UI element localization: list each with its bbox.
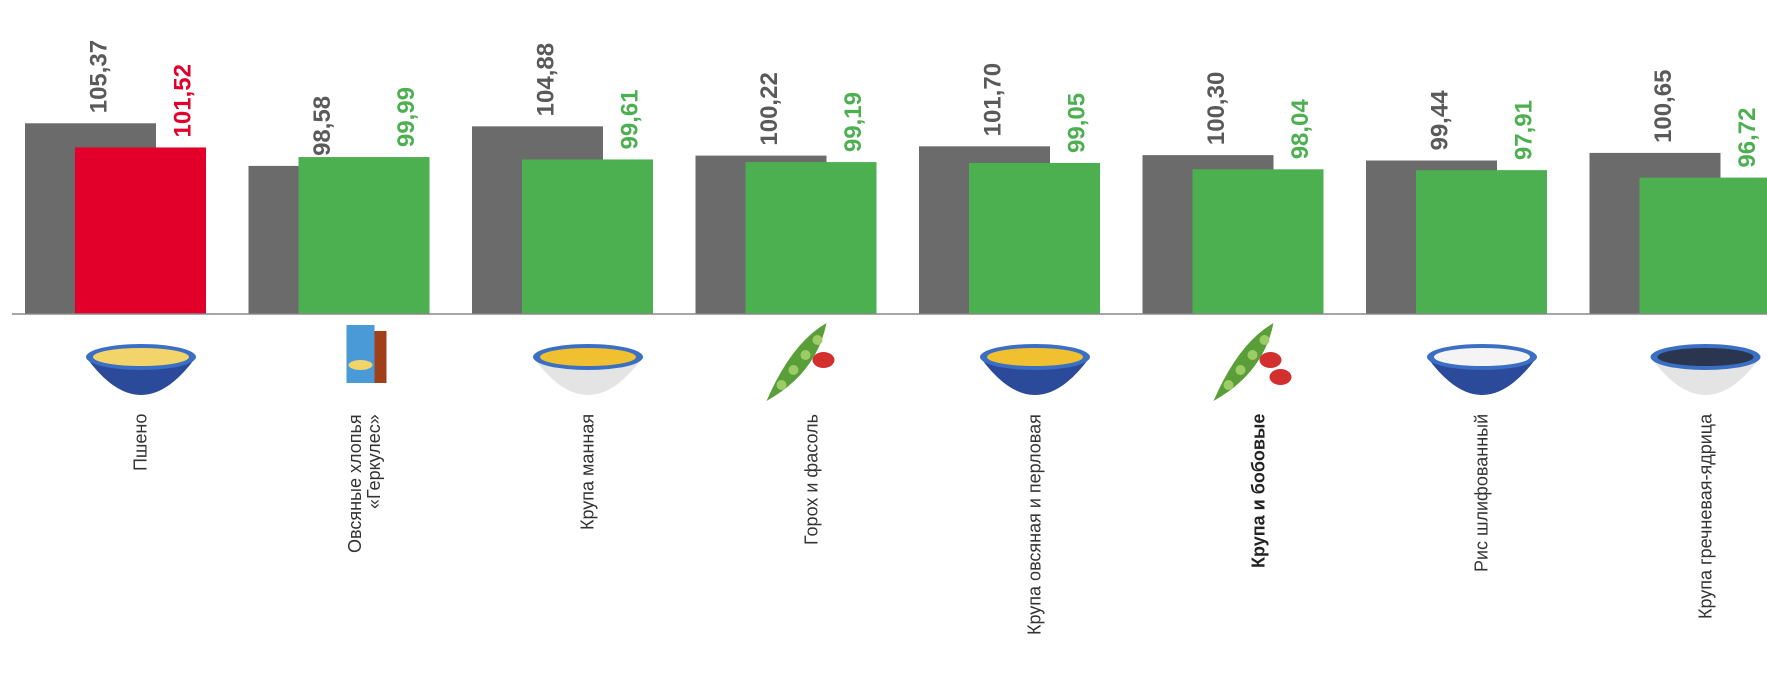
icon: [980, 344, 1090, 395]
icon: [1427, 344, 1537, 395]
icon-part: [93, 348, 189, 366]
icon: [766, 323, 835, 401]
value-label: 99,44: [1426, 90, 1453, 151]
icon-part: [987, 348, 1083, 366]
category-label: Горох и фасоль: [801, 414, 821, 545]
icon-part: [1657, 348, 1754, 366]
bar: [745, 162, 877, 314]
icon: [86, 344, 196, 395]
bar: [1639, 177, 1767, 314]
icon-part: [788, 365, 799, 375]
icon: [533, 344, 643, 395]
value-label: 100,22: [756, 72, 783, 145]
icon-part: [812, 335, 823, 345]
icon-part: [374, 331, 387, 383]
value-label: 100,30: [1203, 72, 1230, 145]
icon-part: [348, 360, 373, 370]
value-label: 97,91: [1510, 100, 1537, 160]
bar: [1192, 169, 1324, 314]
value-label: 104,88: [532, 43, 559, 116]
value-label: 99,19: [840, 92, 867, 152]
icon-part: [1269, 369, 1292, 385]
icon: [346, 325, 387, 383]
icon-part: [812, 352, 835, 368]
icon-part: [1434, 348, 1530, 366]
icon-part: [1259, 352, 1282, 368]
value-label: 99,05: [1063, 93, 1090, 153]
value-label: 99,99: [393, 87, 420, 147]
icon: [1213, 323, 1292, 401]
icon-part: [1223, 380, 1234, 390]
value-label: 98,04: [1287, 99, 1314, 160]
bar: [969, 162, 1100, 314]
icon-part: [540, 348, 636, 366]
bar: [75, 147, 206, 314]
icon: [1650, 344, 1761, 395]
category-label: Крупа манная: [577, 414, 598, 531]
icon-part: [1259, 335, 1270, 345]
bar: [522, 159, 653, 314]
category-label: Рис шлифованный: [1471, 414, 1492, 573]
icon-part: [1235, 365, 1246, 375]
category-label: Пшено: [130, 414, 151, 472]
value-label: 101,70: [979, 63, 1006, 136]
icon-part: [800, 350, 811, 360]
value-label: 100,65: [1650, 70, 1677, 143]
value-label: 98,58: [309, 96, 336, 156]
bar: [1416, 170, 1547, 314]
value-label: 99,61: [616, 89, 643, 149]
value-label: 101,52: [169, 64, 196, 137]
category-label: Крупа и бобовые: [1248, 414, 1268, 569]
category-label: Крупа овсяная и перловая: [1024, 414, 1045, 635]
value-label: 105,37: [85, 40, 112, 113]
bar: [298, 157, 430, 314]
category-label: Крупа гречневая-ядрица: [1695, 414, 1715, 620]
category-label: Овсяные хлопья «Геркулес»: [344, 414, 384, 553]
icon-part: [346, 325, 375, 383]
value-label: 96,72: [1734, 108, 1761, 168]
icon-part: [1247, 350, 1258, 360]
icon-part: [776, 380, 787, 390]
